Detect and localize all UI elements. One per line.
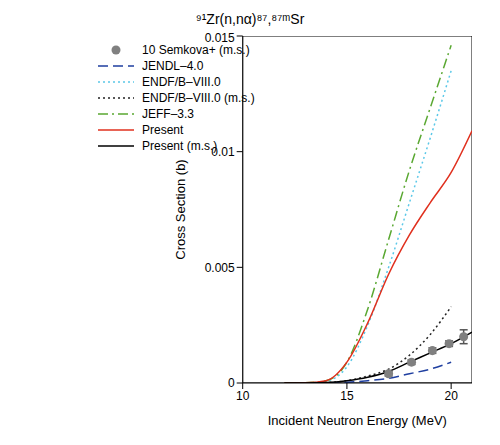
html-text:ENDF/B–VIII.0 (m.s.): ENDF/B–VIII.0 (m.s.) [142, 91, 255, 105]
svg-text:10: 10 [236, 389, 250, 403]
svg-text:0.015: 0.015 [205, 31, 235, 45]
html-text:ENDF/B–VIII.0: ENDF/B–VIII.0 [142, 75, 221, 89]
html-text:JENDL–4.0: JENDL–4.0 [142, 59, 204, 73]
svg-text:Cross Section (b): Cross Section (b) [173, 159, 188, 259]
html-text:10 Semkova+ (m.s.): 10 Semkova+ (m.s.) [142, 43, 250, 57]
html-text:JEFF–3.3: JEFF–3.3 [142, 107, 194, 121]
html-text:Present (m.s.): Present (m.s.) [142, 139, 218, 153]
svg-text:0: 0 [228, 376, 235, 390]
svg-text:Incident Neutron Energy (MeV): Incident Neutron Energy (MeV) [268, 413, 447, 428]
html-text:⁹¹Zr(n,nα)⁸⁷,⁸⁷ᵐSr: ⁹¹Zr(n,nα)⁸⁷,⁸⁷ᵐSr [195, 11, 305, 27]
html-text:Present: Present [142, 123, 184, 137]
svg-text:0.01: 0.01 [211, 145, 235, 159]
svg-text:20: 20 [444, 389, 458, 403]
svg-text:15: 15 [340, 389, 354, 403]
svg-text:0.005: 0.005 [205, 261, 235, 275]
